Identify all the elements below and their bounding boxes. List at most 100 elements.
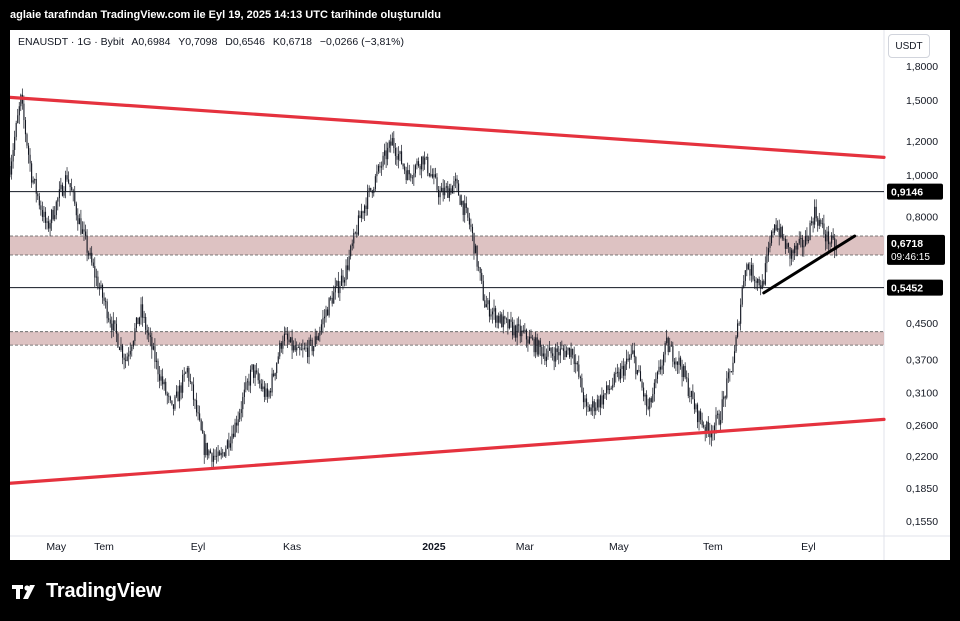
candle-body — [454, 178, 457, 182]
candle-body — [789, 247, 791, 259]
candle-body — [601, 395, 603, 405]
candle-body — [32, 180, 34, 183]
candle-body — [786, 243, 788, 249]
candle-body — [524, 329, 526, 332]
candle-body — [55, 201, 57, 216]
candle-body — [18, 106, 20, 116]
candle-body — [533, 338, 535, 353]
candle-body — [774, 224, 776, 233]
candle-body — [27, 145, 30, 155]
candle-body — [451, 186, 453, 194]
candle-body — [188, 367, 190, 382]
candle-body — [38, 196, 40, 206]
candle-body — [624, 364, 626, 376]
candle-body — [376, 171, 378, 177]
candle-body — [519, 325, 521, 337]
candle-body — [545, 356, 548, 362]
top-bar: aglaie tarafından TradingView.com ile Ey… — [0, 0, 960, 30]
candle-body — [151, 336, 153, 350]
candle-body — [157, 360, 159, 375]
candle-body — [556, 348, 558, 353]
candle-body — [263, 386, 265, 397]
high-value: Y0,7098 — [178, 36, 218, 48]
candle-body — [283, 333, 285, 342]
candle-body — [458, 183, 460, 196]
candle-body — [562, 348, 564, 351]
candle-body — [770, 231, 773, 244]
candle-body — [647, 406, 649, 409]
candle-body — [350, 246, 352, 257]
candle-body — [681, 366, 683, 378]
candle-body — [120, 345, 122, 351]
candle-body — [757, 278, 759, 283]
candle-body — [817, 218, 819, 226]
candle-body — [31, 163, 33, 183]
candle-body — [658, 366, 660, 372]
candle-body — [744, 270, 746, 282]
candle-body — [575, 362, 577, 365]
chart-panel[interactable]: 1,8000 1,5000 1,2000 1,0000 0,8000 0,4500 0,37… — [10, 30, 950, 560]
candle-body — [727, 372, 729, 379]
x-tick-label: Eyl — [191, 541, 206, 553]
candle-body — [632, 350, 634, 354]
candle-body — [512, 321, 514, 336]
candle-body — [427, 156, 429, 174]
candle-body — [641, 381, 643, 388]
candle-body — [64, 175, 67, 192]
candle-body — [638, 370, 640, 372]
candle-body — [416, 161, 418, 166]
candle-body — [715, 414, 717, 426]
candle-body — [717, 413, 719, 415]
candle-body — [44, 211, 47, 223]
candle-body — [764, 263, 766, 285]
candle-body — [245, 382, 247, 390]
candle-body — [831, 235, 833, 244]
candle-body — [724, 396, 726, 398]
candle-body — [740, 304, 742, 324]
candle-body — [351, 243, 353, 247]
candle-body — [380, 166, 383, 168]
candle-body — [664, 343, 666, 355]
candle-body — [146, 329, 148, 333]
symbol-name[interactable]: ENAUSDT · 1G · Bybit — [18, 36, 124, 48]
candle-body — [622, 365, 625, 376]
candle-body — [619, 368, 622, 380]
candle-body — [159, 374, 161, 381]
low-value: D0,6546 — [225, 36, 265, 48]
candle-body — [650, 398, 652, 403]
candle-body — [199, 413, 201, 420]
candle-body — [249, 369, 252, 386]
candle-body — [137, 317, 139, 325]
candle-body — [801, 237, 803, 248]
candle-body — [626, 358, 628, 365]
candle-body — [496, 316, 498, 323]
tradingview-logo[interactable]: TradingView — [12, 580, 161, 603]
candle-body — [155, 360, 158, 362]
candle-body — [499, 314, 501, 323]
candle-body — [48, 221, 50, 229]
candle-body — [179, 385, 181, 402]
currency-button[interactable]: USDT — [888, 34, 930, 58]
candle-body — [564, 350, 566, 358]
candle-body — [63, 191, 65, 196]
candle-body — [532, 338, 534, 340]
price-chart[interactable]: 1,8000 1,5000 1,2000 1,0000 0,8000 0,4500 0,37… — [10, 30, 950, 560]
candle-body — [229, 443, 232, 448]
candle-body — [539, 340, 541, 347]
candle-body — [508, 319, 511, 329]
candle-body — [317, 335, 319, 341]
y-tick-label: 1,2000 — [906, 136, 938, 148]
candle-body — [481, 272, 483, 281]
candle-body — [760, 285, 762, 289]
candle-body — [97, 276, 99, 289]
candle-body — [735, 336, 737, 352]
candle-body — [791, 250, 793, 259]
candle-body — [271, 373, 273, 393]
candle-body — [442, 187, 444, 196]
candle-body — [807, 240, 810, 242]
candle-body — [348, 256, 350, 270]
candle-body — [436, 177, 438, 190]
candle-body — [547, 350, 549, 357]
symbol-legend: ENAUSDT · 1G · Bybit A0,6984 Y0,7098 D0,… — [18, 36, 409, 48]
zone-lower-zone — [10, 331, 884, 346]
